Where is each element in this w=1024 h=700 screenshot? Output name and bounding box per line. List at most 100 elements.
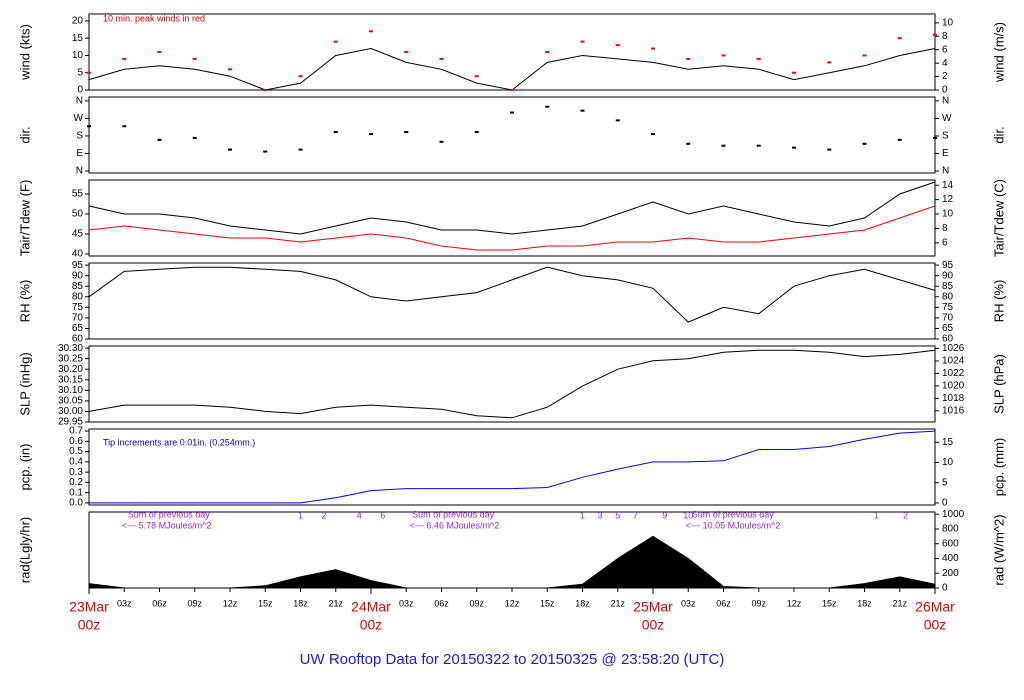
y-tick-label: 30.25 bbox=[58, 353, 83, 364]
x-tick-label: 03z bbox=[117, 598, 132, 608]
data-point bbox=[404, 131, 409, 134]
data-point bbox=[87, 125, 91, 128]
y-tick-label: 20 bbox=[72, 16, 84, 27]
data-point bbox=[615, 119, 620, 122]
y2-tick-label: E bbox=[942, 148, 949, 159]
data-point bbox=[510, 89, 514, 91]
panel-frame bbox=[88, 511, 936, 589]
y2-tick-label: 2 bbox=[942, 71, 948, 82]
y-tick-label: 0.4 bbox=[69, 457, 83, 468]
data-point bbox=[580, 40, 585, 43]
y-tick-label: N bbox=[76, 166, 83, 177]
y-tick-label: 0.7 bbox=[69, 426, 83, 437]
y-tick-label: 95 bbox=[72, 260, 84, 271]
annotation: Sum of previous day bbox=[692, 509, 775, 519]
y-tick-label: S bbox=[76, 131, 83, 142]
tip-label: 5 bbox=[615, 510, 620, 520]
y-tick-label: 30.00 bbox=[58, 406, 83, 417]
y2-axis-label: RH (%) bbox=[991, 280, 1006, 323]
y-tick-label: 0.2 bbox=[69, 477, 83, 488]
y2-tick-label: 4 bbox=[942, 58, 948, 69]
x-tick-label: 12z bbox=[223, 598, 238, 608]
y-tick-label: 15 bbox=[72, 33, 84, 44]
y-tick-label: 0 bbox=[77, 85, 83, 96]
tip-label: 2 bbox=[321, 510, 326, 520]
line bbox=[88, 47, 936, 91]
data-point bbox=[474, 75, 479, 78]
tip-label: 1 bbox=[874, 510, 879, 520]
y2-tick-label: 6 bbox=[942, 44, 948, 55]
y-tick-label: 55 bbox=[72, 189, 84, 200]
x-tick-label: 15z bbox=[258, 598, 273, 608]
y2-tick-label: 90 bbox=[942, 270, 954, 281]
data-point bbox=[686, 57, 691, 60]
y2-tick-label: 14 bbox=[942, 180, 954, 191]
tip-label: 6 bbox=[380, 510, 385, 520]
x-tick-label: 06z bbox=[434, 598, 449, 608]
data-point bbox=[298, 75, 303, 78]
y2-tick-label: W bbox=[942, 113, 952, 124]
y2-tick-label: 5 bbox=[942, 477, 948, 488]
x-tick-label: 15z bbox=[540, 598, 555, 608]
data-point bbox=[228, 68, 232, 71]
data-point bbox=[651, 47, 655, 50]
data-point bbox=[897, 138, 902, 141]
annotation: Tip increments are 0.01in. (0.254mm.) bbox=[103, 437, 255, 447]
line bbox=[88, 181, 936, 235]
y2-tick-label: 15 bbox=[942, 437, 954, 448]
data-point bbox=[510, 111, 514, 114]
tip-label: 7 bbox=[633, 510, 638, 520]
y2-tick-label: 0 bbox=[942, 583, 948, 594]
data-point bbox=[439, 57, 444, 60]
y2-tick-label: 1020 bbox=[942, 381, 965, 392]
y-tick-label: 0.1 bbox=[69, 487, 83, 498]
y2-tick-label: 8 bbox=[942, 223, 948, 234]
y2-tick-label: N bbox=[942, 96, 949, 107]
data-point bbox=[933, 33, 937, 36]
y2-axis-label: pcp. (mm) bbox=[991, 438, 1006, 497]
annotation: 10 min. peak winds in red bbox=[103, 13, 205, 23]
y2-tick-label: 1024 bbox=[942, 356, 965, 367]
day-label: 25Mar bbox=[633, 599, 673, 615]
panel-frame bbox=[88, 262, 936, 340]
data-point bbox=[756, 144, 761, 147]
y-tick-label: 40 bbox=[72, 249, 84, 260]
data-point bbox=[228, 148, 232, 151]
day-label: 24Mar bbox=[351, 599, 391, 615]
day-sublabel: 00z bbox=[924, 617, 947, 633]
line bbox=[89, 430, 936, 504]
data-point bbox=[263, 89, 268, 91]
y2-axis-label: rad (W/m^2) bbox=[991, 514, 1006, 585]
data-point bbox=[369, 30, 373, 33]
annotation: Sum of previous day bbox=[128, 509, 211, 519]
data-point bbox=[263, 150, 268, 153]
data-point bbox=[933, 136, 937, 139]
y-tick-label: 30.05 bbox=[58, 396, 83, 407]
panel-frame bbox=[88, 345, 936, 423]
y2-tick-label: 1022 bbox=[942, 368, 965, 379]
data-point bbox=[122, 125, 127, 128]
data-point bbox=[792, 71, 796, 74]
y-tick-label: 50 bbox=[72, 209, 84, 220]
y-tick-label: 45 bbox=[72, 229, 84, 240]
y-tick-label: 60 bbox=[72, 334, 84, 345]
data-point bbox=[404, 51, 409, 53]
x-tick-label: 06z bbox=[152, 598, 167, 608]
x-tick-label: 06z bbox=[716, 598, 731, 608]
y-tick-label: 75 bbox=[72, 302, 84, 313]
y-tick-label: 5 bbox=[77, 67, 83, 78]
data-point bbox=[122, 57, 127, 60]
y2-tick-label: 12 bbox=[942, 194, 954, 205]
y-tick-label: 0.6 bbox=[69, 436, 83, 447]
y-tick-label: 30.20 bbox=[58, 364, 83, 375]
day-sublabel: 00z bbox=[78, 617, 101, 633]
y2-tick-label: 1026 bbox=[942, 343, 965, 354]
y-tick-label: E bbox=[76, 148, 83, 159]
y2-tick-label: 80 bbox=[942, 291, 954, 302]
x-tick-label: 09z bbox=[187, 598, 202, 608]
tip-label: 3 bbox=[598, 510, 603, 520]
data-point bbox=[651, 133, 655, 136]
y-axis-label: Tair/Tdew (F) bbox=[17, 180, 32, 257]
y2-tick-label: 1000 bbox=[942, 509, 965, 520]
data-point bbox=[827, 148, 832, 151]
